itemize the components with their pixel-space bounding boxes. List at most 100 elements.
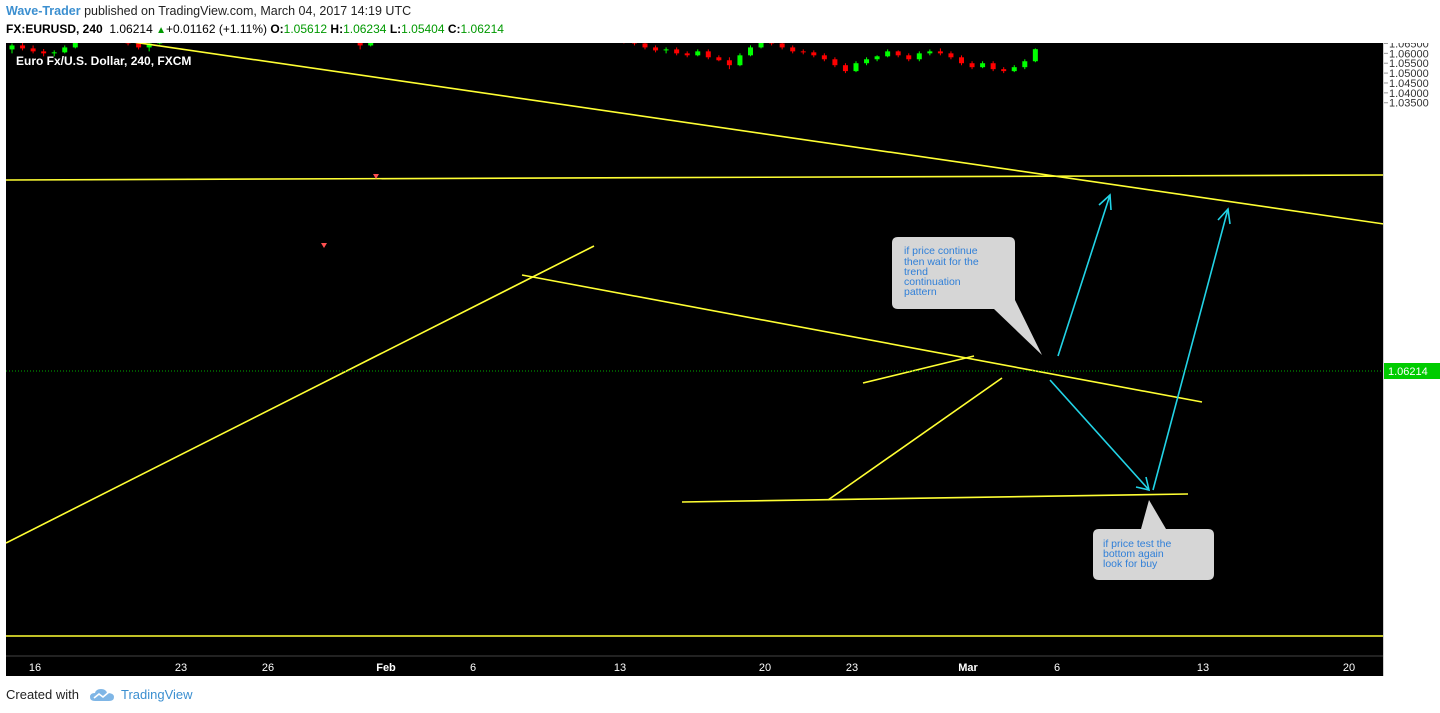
- note-continuation-line-5: pattern: [904, 286, 937, 298]
- note-buy[interactable]: if price test the bottom again look for …: [1093, 500, 1214, 580]
- candle-body: [62, 47, 68, 53]
- x-tick-label: 13: [614, 662, 626, 674]
- price-change: +0.01162 (+1.11%): [166, 22, 267, 36]
- x-tick-label: 16: [29, 662, 41, 674]
- candle-body: [663, 49, 669, 51]
- y-tick-label: 1.06000: [1389, 48, 1429, 60]
- created-with-text: Created with: [6, 687, 79, 702]
- price-axis-border: [1383, 43, 1384, 676]
- symbol-info: FX:EURUSD, 240 1.06214 ▲+0.01162 (+1.11%…: [6, 22, 504, 36]
- candle-body: [758, 43, 764, 48]
- note-continuation-line-1: if price continue: [904, 245, 978, 257]
- candle-body: [20, 45, 26, 49]
- arrowhead-down: [1135, 476, 1151, 492]
- author-link[interactable]: Wave-Trader: [6, 4, 81, 18]
- arrowhead-up-long: [1217, 207, 1231, 225]
- candle-body: [790, 47, 796, 52]
- current-price-tag-label: 1.06214: [1388, 366, 1428, 378]
- candle-body: [1032, 49, 1038, 62]
- x-tick-label: Feb: [376, 662, 396, 674]
- arrowhead-up-short: [1098, 193, 1112, 211]
- plot-background: [6, 43, 1384, 676]
- trendline-descending-channel[interactable]: [521, 274, 1203, 403]
- symbol-label: FX:EURUSD, 240: [6, 22, 103, 36]
- trendline-flat-support[interactable]: [681, 493, 1189, 503]
- high-value: 1.06234: [343, 22, 387, 36]
- candle-body: [357, 43, 363, 46]
- candle-body: [990, 63, 996, 70]
- candle-body: [51, 52, 57, 54]
- high-label: H:: [330, 22, 344, 36]
- chart-title: Euro Fx/U.S. Dollar, 240, FXCM: [16, 54, 191, 68]
- x-tick-label: Mar: [958, 662, 978, 674]
- x-tick-label: 23: [175, 662, 187, 674]
- footer: Created with TradingView: [6, 687, 193, 702]
- note-continuation-bubble: [892, 237, 1042, 355]
- published-text: published on TradingView.com, March 04, …: [84, 4, 412, 18]
- signal-marker-1: [321, 243, 327, 248]
- projection-arrows: [1049, 193, 1231, 492]
- low-label: L:: [389, 22, 402, 36]
- trendline-rising-support[interactable]: [6, 245, 595, 544]
- arrow-up-long[interactable]: [1152, 208, 1229, 491]
- publish-info: Wave-Trader published on TradingView.com…: [6, 4, 411, 18]
- last-price: 1.06214: [109, 22, 153, 36]
- candle-body: [885, 51, 891, 57]
- y-tick-label: 1.04000: [1389, 88, 1429, 100]
- candle-body: [821, 55, 827, 60]
- trendline-wedge-upper[interactable]: [862, 355, 975, 384]
- signal-markers: [321, 174, 379, 248]
- arrow-down-to-support[interactable]: [1049, 379, 1150, 491]
- trendline-upper-descending[interactable]: [126, 43, 1384, 225]
- candle-body: [980, 63, 986, 68]
- signal-marker-2: [373, 174, 379, 179]
- tradingview-link[interactable]: TradingView: [120, 687, 193, 702]
- note-buy-bubble: [1093, 500, 1214, 580]
- note-continuation-line-4: continuation: [904, 276, 961, 288]
- y-tick-label: 1.04500: [1389, 78, 1429, 90]
- candle-body: [1011, 67, 1017, 72]
- candle-body: [705, 51, 711, 58]
- candle-body: [737, 55, 743, 66]
- candle-body: [146, 43, 152, 48]
- candle-body: [948, 53, 954, 58]
- x-axis-background: [6, 656, 1384, 676]
- x-tick-label: 26: [262, 662, 274, 674]
- candle-body: [800, 51, 806, 53]
- trendlines-group: [6, 43, 1384, 637]
- arrow-up-short[interactable]: [1057, 194, 1111, 357]
- candle-body: [811, 52, 817, 56]
- candle-body: [937, 51, 943, 54]
- price-axis[interactable]: 1.035001.040001.045001.050001.055001.060…: [1384, 43, 1440, 676]
- y-tick-label: 1.05500: [1389, 58, 1429, 70]
- candle-body: [864, 59, 870, 64]
- y-tick-label: 1.06500: [1389, 43, 1429, 50]
- price-chart[interactable]: Euro Fx/U.S. Dollar, 240, FXCM if price …: [6, 43, 1384, 676]
- candle-body: [9, 45, 15, 50]
- trendline-wedge-lower[interactable]: [827, 377, 1003, 501]
- note-continuation[interactable]: if price continue then wait for the tren…: [892, 237, 1042, 355]
- candle-body: [874, 56, 880, 60]
- candle-body: [842, 65, 848, 72]
- candle-body: [726, 60, 732, 66]
- x-tick-label: 23: [846, 662, 858, 674]
- candle-body: [684, 53, 690, 56]
- candle-body: [642, 43, 648, 48]
- x-tick-label: 20: [1343, 662, 1355, 674]
- candle-body: [779, 43, 785, 48]
- candle-body: [136, 43, 142, 48]
- y-tick-label: 1.05000: [1389, 68, 1429, 80]
- candle-body: [748, 47, 753, 56]
- x-tick-label: 13: [1197, 662, 1209, 674]
- open-label: O:: [270, 22, 284, 36]
- candle-body: [832, 59, 838, 66]
- y-tick-label: 1.03500: [1389, 98, 1429, 110]
- candle-body: [653, 47, 659, 51]
- candle-body: [674, 49, 680, 54]
- candle-body: [30, 48, 36, 52]
- trendline-resistance-horizontal[interactable]: [6, 174, 1384, 181]
- candles-group: [9, 43, 1038, 74]
- candle-body: [853, 63, 859, 72]
- candle-body: [959, 57, 964, 64]
- candle-body: [895, 51, 901, 56]
